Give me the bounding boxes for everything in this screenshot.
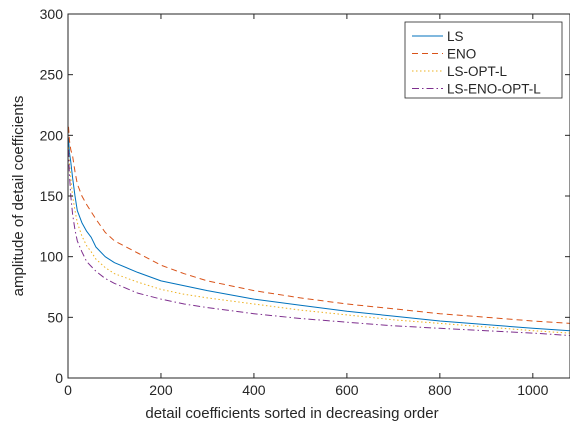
legend-label-3: LS-OPT-L	[447, 64, 508, 79]
y-tick-label: 200	[40, 127, 64, 143]
x-tick-label: 200	[149, 382, 173, 398]
x-tick-label: 1000	[517, 382, 548, 398]
series-line-3	[68, 147, 570, 334]
legend-label-4: LS-ENO-OPT-L	[447, 82, 541, 97]
legend: LS ENO LS-OPT-L LS-ENO-OPT-L	[404, 21, 563, 99]
x-axis-label: detail coefficients sorted in decreasing…	[145, 405, 438, 422]
y-axis: 0 50 100 150 200 250 300	[40, 6, 570, 386]
legend-box	[404, 21, 563, 99]
x-axis: 0 200 400 600 800 1000	[64, 14, 549, 398]
series-line-1	[68, 137, 570, 332]
y-axis-label: amplitude of detail coefficients	[10, 96, 27, 297]
y-tick-label: 300	[40, 6, 64, 22]
x-tick-label: 600	[335, 382, 359, 398]
y-tick-label: 0	[55, 370, 63, 386]
y-tick-label: 100	[40, 249, 64, 265]
series-line-2	[68, 126, 570, 324]
x-tick-label: 800	[428, 382, 452, 398]
y-tick-label: 50	[47, 309, 63, 325]
x-tick-label: 0	[64, 382, 72, 398]
series-layer	[68, 126, 570, 336]
y-tick-label: 250	[40, 67, 64, 83]
series-line-4	[68, 149, 570, 336]
legend-label-2: ENO	[447, 47, 476, 62]
legend-label-1: LS	[447, 29, 464, 44]
y-tick-label: 150	[40, 188, 64, 204]
x-tick-label: 400	[242, 382, 266, 398]
